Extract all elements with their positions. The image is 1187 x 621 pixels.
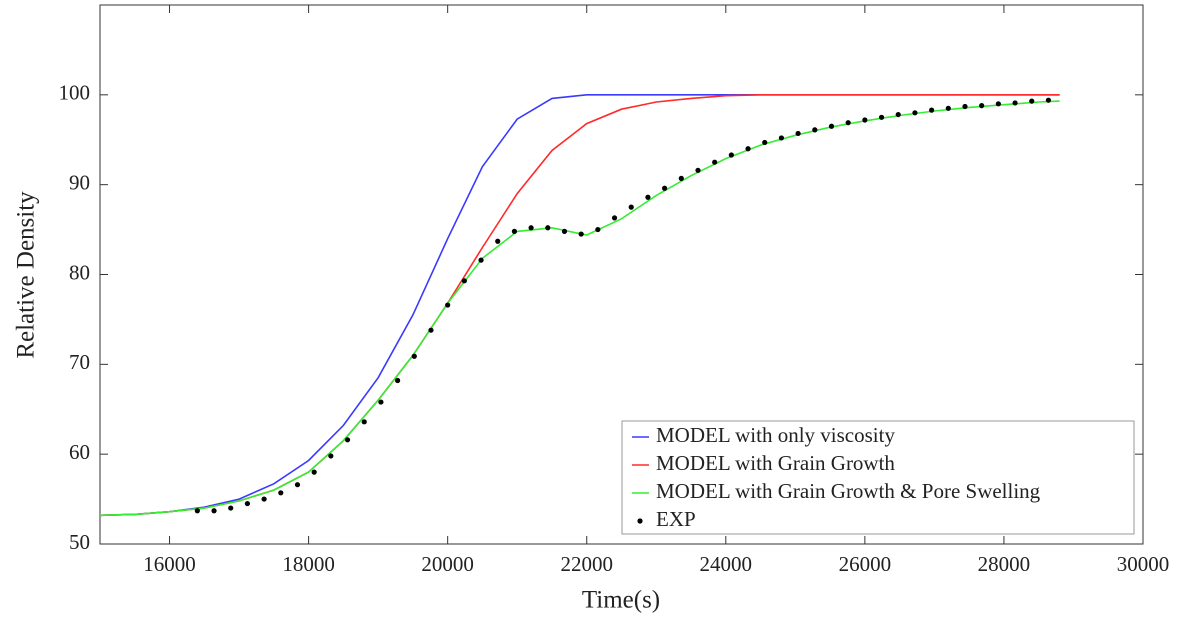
exp-point (912, 110, 918, 116)
legend-label: MODEL with Grain Growth & Pore Swelling (656, 479, 1041, 503)
exp-point (778, 135, 785, 141)
exp-point (979, 103, 985, 109)
exp-point (511, 228, 518, 234)
exp-point (628, 204, 634, 210)
exp-point (878, 114, 885, 120)
exp-point (995, 101, 1001, 107)
exp-point (445, 302, 451, 308)
exp-point (695, 167, 701, 173)
exp-point (228, 505, 234, 511)
exp-point (561, 228, 568, 234)
y-tick-label: 50 (69, 530, 90, 554)
exp-point (662, 185, 668, 191)
legend-label: MODEL with only viscosity (656, 423, 895, 447)
exp-point (461, 278, 467, 284)
exp-point (211, 508, 217, 514)
exp-point (828, 123, 835, 129)
line (99, 100, 1060, 517)
legend-label: EXP (656, 507, 696, 531)
exp-point (278, 490, 284, 496)
exp-point (728, 152, 734, 158)
exp-point (194, 508, 200, 514)
legend-marker (637, 518, 643, 524)
exp-point (745, 146, 751, 152)
x-tick-label: 26000 (839, 552, 892, 576)
exp-point (812, 127, 818, 133)
exp-point (428, 327, 434, 333)
x-axis-label: Time(s) (582, 587, 660, 614)
exp-point (945, 105, 951, 111)
legend-label: MODEL with Grain Growth (656, 451, 895, 475)
x-tick-label: 24000 (700, 552, 753, 576)
exp-point (311, 469, 317, 475)
exp-point (1045, 97, 1052, 103)
x-tick-label: 22000 (560, 552, 613, 576)
exp-point (762, 139, 768, 146)
exp-point (929, 107, 935, 113)
exp-point (495, 238, 501, 244)
x-tick-label: 18000 (282, 552, 335, 576)
exp-point (361, 419, 367, 425)
exp-point (611, 215, 618, 221)
y-tick-label: 90 (69, 170, 90, 194)
exp-point (294, 482, 301, 488)
exp-point (478, 257, 484, 263)
y-tick-label: 60 (69, 440, 90, 464)
exp-point (411, 353, 417, 359)
y-tick-label: 100 (59, 81, 91, 105)
x-tick-label: 28000 (978, 552, 1031, 576)
y-tick-label: 70 (69, 350, 90, 374)
legend-box (621, 420, 1135, 535)
exp-point (645, 194, 651, 200)
exp-point (678, 175, 684, 181)
exp-point (895, 111, 901, 118)
exp-point (845, 120, 851, 126)
exp-point (1029, 98, 1035, 104)
exp-point (578, 231, 584, 237)
x-tick-label: 16000 (143, 552, 196, 576)
y-axis-label: Relative Density (13, 191, 40, 359)
exp-point (261, 496, 267, 502)
x-tick-label: 30000 (1117, 552, 1170, 576)
exp-point (395, 377, 401, 384)
exp-point (328, 453, 334, 459)
exp-point (595, 226, 601, 233)
exp-point (344, 437, 351, 443)
exp-point (862, 117, 868, 123)
exp-point (244, 500, 251, 507)
exp-point (1012, 100, 1018, 106)
exp-point (528, 225, 534, 231)
exp-point (795, 130, 801, 137)
x-tick-label: 20000 (421, 552, 474, 576)
exp-point (545, 225, 551, 231)
exp-point (378, 399, 384, 405)
exp-point (962, 103, 968, 110)
exp-point (712, 159, 718, 165)
y-tick-label: 80 (69, 260, 90, 284)
